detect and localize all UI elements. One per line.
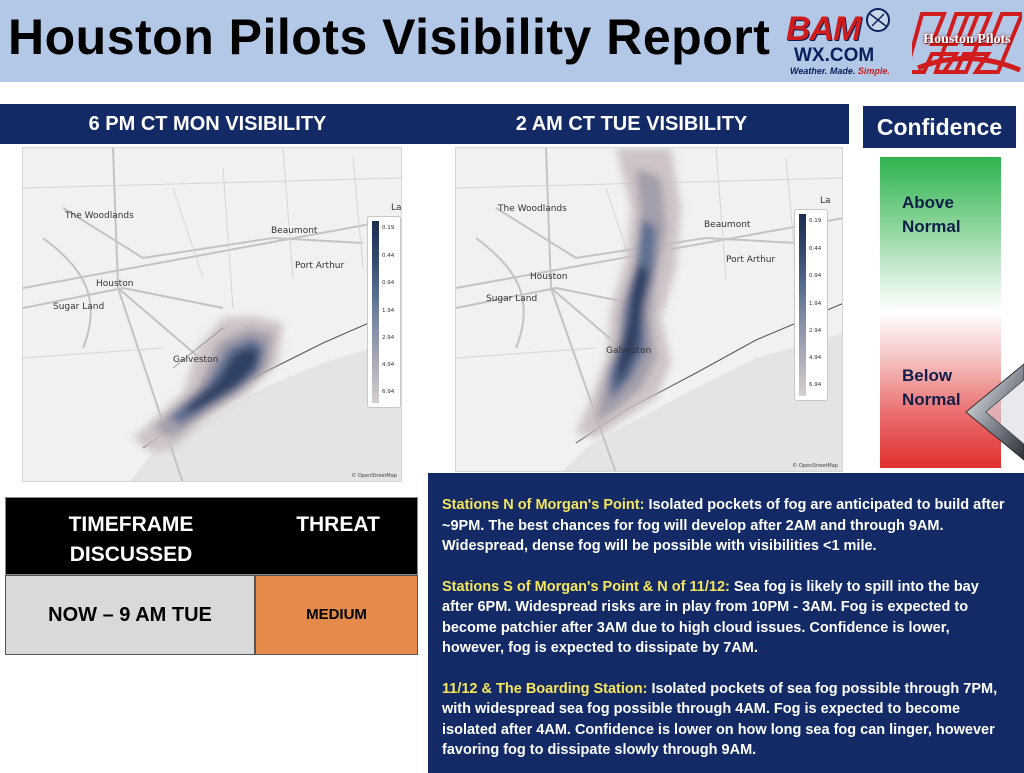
colorbar-tick: 6.94 <box>809 382 822 388</box>
confidence-below-line2: Normal <box>902 390 961 409</box>
colorbar-tick: 6.94 <box>382 389 395 395</box>
houston-pilots-logo-text: Houston Pilots <box>923 32 1011 47</box>
confidence-above-line2: Normal <box>902 217 961 236</box>
confidence-indicator-arrow-icon <box>958 362 1024 462</box>
colorbar-tick: 1.94 <box>809 301 822 307</box>
colorbar-tick: 0.19 <box>809 218 822 224</box>
tagline-simple: Simple. <box>857 66 890 76</box>
map-label-la: La <box>391 203 402 213</box>
discussion-paragraph-north: Stations N of Morgan's Point: Isolated p… <box>442 495 1014 557</box>
map-attribution: © OpenStreetMap <box>792 463 838 469</box>
timeframe-header: TIMEFRAME DISCUSSED <box>68 513 194 566</box>
bam-logo-main: BAM <box>786 10 861 48</box>
bam-logo-tagline: Weather. Made. Simple. <box>790 66 890 76</box>
colorbar-tick: 0.94 <box>809 273 822 279</box>
colorbar-tick: 0.94 <box>382 280 395 286</box>
left-visibility-map: The Woodlands Beaumont Port Arthur Houst… <box>22 147 402 482</box>
colorbar-tick: 1.94 <box>382 308 395 314</box>
right-map-title: 2 AM CT TUE VISIBILITY <box>414 104 849 144</box>
colorbar-gradient <box>372 221 379 403</box>
map-label-beaumont: Beaumont <box>704 220 751 230</box>
left-map-graphic <box>23 148 401 481</box>
discussion-heading: Stations S of Morgan's Point & N of 11/1… <box>442 578 730 595</box>
discussion-text: Isolated pockets of fog are anticipated … <box>442 497 1005 554</box>
confidence-below-line1: Below <box>902 366 953 385</box>
map-label-houston: Houston <box>530 272 568 282</box>
discussion-heading: Stations N of Morgan's Point: <box>442 497 645 513</box>
colorbar-tick: 0.44 <box>382 253 395 259</box>
colorbar-tick: 0.44 <box>809 246 822 252</box>
page-title: Houston Pilots Visibility Report <box>8 9 771 65</box>
map-label-port-arthur: Port Arthur <box>295 261 345 271</box>
map-label-sugar-land: Sugar Land <box>53 302 105 312</box>
map-label-houston: Houston <box>96 279 134 289</box>
timeframe-value: NOW – 9 AM TUE <box>5 575 255 655</box>
bam-logo-sub: WX.COM <box>794 45 875 66</box>
colorbar-tick: 0.19 <box>382 225 395 231</box>
map-label-beaumont: Beaumont <box>271 226 318 236</box>
map-label-woodlands: The Woodlands <box>65 211 134 221</box>
colorbar-tick: 2.94 <box>809 328 822 334</box>
right-visibility-map: The Woodlands Beaumont Port Arthur Houst… <box>455 147 843 472</box>
discussion-text: Sea fog is likely to spill into the bay … <box>442 578 979 657</box>
colorbar-tick: 4.94 <box>382 362 395 368</box>
map-label-galveston: Galveston <box>606 346 652 356</box>
discussion-paragraph-south: Stations S of Morgan's Point & N of 11/1… <box>442 577 1014 659</box>
right-map-graphic <box>456 148 842 471</box>
left-colorbar: 0.19 0.44 0.94 1.94 2.94 4.94 6.94 <box>367 216 401 408</box>
map-label-woodlands: The Woodlands <box>498 204 567 214</box>
colorbar-gradient <box>799 214 806 396</box>
left-map-title: 6 PM CT MON VISIBILITY <box>0 104 415 144</box>
discussion-heading: 11/12 & The Boarding Station: <box>442 680 648 697</box>
tagline-weather: Weather. <box>790 66 828 76</box>
right-colorbar: 0.19 0.44 0.94 1.94 2.94 4.94 6.94 <box>794 209 828 401</box>
threat-level-badge: MEDIUM <box>255 575 418 655</box>
confidence-above-line1: Above <box>902 193 954 212</box>
colorbar-tick: 4.94 <box>809 355 822 361</box>
discussion-panel: Stations N of Morgan's Point: Isolated p… <box>428 473 1024 773</box>
map-label-la: La <box>820 196 831 206</box>
colorbar-tick: 2.94 <box>382 335 395 341</box>
threat-table-header: TIMEFRAME DISCUSSED THREAT <box>5 497 418 575</box>
discussion-paragraph-boarding: 11/12 & The Boarding Station: Isolated p… <box>442 679 1014 761</box>
bam-wx-logo: BAM WX.COM Weather. Made. Simple. <box>786 6 906 78</box>
map-attribution: © OpenStreetMap <box>351 473 397 479</box>
tagline-made: Made. <box>829 66 856 76</box>
houston-pilots-logo: Houston Pilots <box>912 8 1022 78</box>
header-banner: Houston Pilots Visibility Report BAM WX.… <box>0 0 1024 82</box>
map-label-sugar-land: Sugar Land <box>486 294 538 304</box>
map-label-port-arthur: Port Arthur <box>726 255 776 265</box>
confidence-title: Confidence <box>863 106 1016 148</box>
threat-header: THREAT <box>296 513 380 536</box>
discussion-text: Isolated pockets of sea fog possible thr… <box>442 680 998 759</box>
map-label-galveston: Galveston <box>173 355 219 365</box>
